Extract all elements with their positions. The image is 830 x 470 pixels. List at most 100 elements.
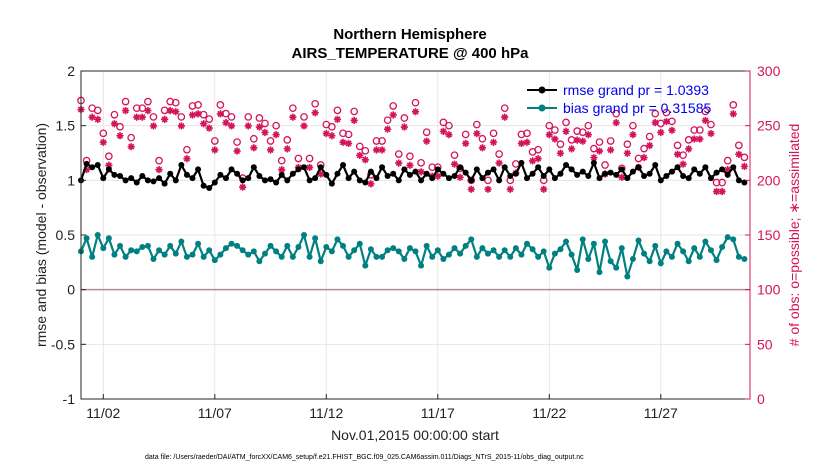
bias-point	[546, 264, 553, 271]
obs-possible-marker	[144, 97, 152, 106]
bias-point	[713, 257, 720, 264]
rmse-point	[379, 164, 386, 171]
bias-point	[284, 242, 291, 249]
rmse-point	[445, 175, 452, 182]
bias-point	[540, 248, 547, 255]
bias-point	[696, 253, 703, 260]
bias-point	[406, 245, 413, 252]
obs-assimilated-marker	[489, 138, 498, 146]
rmse-point	[719, 166, 726, 173]
obs-assimilated-marker	[161, 115, 169, 123]
obs-assimilated-marker	[411, 108, 420, 116]
obs-possible-marker	[472, 120, 481, 129]
rmse-point	[473, 166, 480, 173]
obs-possible-marker	[417, 158, 425, 167]
x-tick-label: 11/12	[309, 405, 343, 421]
bias-point	[641, 250, 648, 257]
rmse-point	[685, 175, 692, 182]
bias-point	[362, 262, 369, 269]
bias-point	[172, 250, 179, 257]
obs-possible-marker	[645, 132, 654, 141]
obs-assimilated-marker	[149, 122, 158, 130]
bias-point	[195, 240, 202, 247]
bias-point	[139, 244, 146, 251]
rmse-point	[156, 175, 163, 182]
obs-assimilated-marker	[495, 159, 503, 167]
rmse-point	[518, 159, 525, 166]
bias-point	[473, 253, 480, 260]
obs-assimilated-marker	[478, 144, 486, 152]
bias-point	[574, 266, 581, 273]
x-axis-label: Nov.01,2015 00:00:00 start	[331, 427, 499, 443]
bias-point	[568, 251, 575, 258]
rmse-point	[735, 177, 742, 184]
bias-point	[178, 238, 185, 245]
rmse-point	[105, 166, 112, 173]
obs-possible-marker	[389, 102, 398, 110]
y-tick-label: -1	[63, 391, 76, 407]
rmse-point	[189, 175, 196, 182]
obs-assimilated-marker	[618, 173, 626, 181]
obs-possible-marker	[127, 133, 136, 142]
rmse-point	[546, 166, 553, 173]
obs-possible-marker	[406, 152, 414, 161]
obs-assimilated-marker	[200, 120, 208, 128]
obs-possible-marker	[439, 118, 448, 127]
x-tick-label: 11/22	[532, 405, 566, 421]
rmse-point	[139, 172, 146, 179]
obs-possible-marker	[400, 114, 409, 122]
obs-assimilated-marker	[250, 144, 258, 152]
obs-assimilated-marker	[211, 146, 219, 154]
rmse-point	[641, 172, 648, 179]
bias-point	[111, 251, 118, 258]
rmse-point	[468, 177, 475, 184]
bias-point	[429, 253, 436, 260]
obs-possible-marker	[445, 121, 453, 130]
bias-point	[351, 247, 358, 254]
bias-point	[373, 253, 380, 260]
obs-assimilated-marker	[283, 145, 291, 153]
obs-assimilated-marker	[473, 129, 481, 138]
legend-bias-marker	[538, 104, 546, 112]
bias-point	[674, 240, 681, 247]
obs-possible-marker	[673, 141, 682, 150]
rmse-point	[334, 170, 341, 177]
rmse-point	[211, 179, 218, 186]
rmse-point	[618, 166, 625, 173]
obs-possible-marker	[244, 113, 253, 121]
bias-point	[596, 269, 603, 276]
obs-possible-marker	[467, 176, 476, 185]
bias-point	[161, 251, 168, 258]
rmse-point	[563, 162, 570, 169]
obs-assimilated-marker	[735, 150, 743, 158]
y-tick-label: 1.5	[56, 118, 76, 134]
bias-point	[289, 253, 296, 260]
bias-point	[122, 253, 129, 260]
obs-assimilated-marker	[138, 113, 146, 121]
bias-point	[512, 245, 519, 252]
obs-possible-marker	[478, 134, 487, 143]
obs-possible-marker	[300, 113, 308, 121]
bias-point	[663, 248, 670, 255]
obs-assimilated-marker	[110, 120, 119, 128]
obs-possible-marker	[640, 144, 648, 153]
bias-point	[261, 250, 268, 257]
rmse-point	[423, 170, 430, 177]
bias-point	[496, 253, 503, 260]
y2-axis-label: # of obs: o=possible; ∗=assimilated	[786, 124, 802, 347]
obs-assimilated-marker	[322, 129, 330, 138]
obs-possible-marker	[272, 121, 280, 130]
obs-possible-marker	[294, 154, 303, 163]
y-axis-left: -1 -0.5 0 0.5 1 1.5 2	[51, 63, 86, 407]
rmse-point	[278, 171, 285, 178]
rmse-point	[657, 177, 664, 184]
bias-point	[602, 238, 609, 245]
obs-assimilated-marker	[668, 126, 676, 134]
obs-possible-marker	[612, 109, 621, 118]
obs-assimilated-marker	[233, 147, 241, 155]
rmse-point	[713, 169, 720, 176]
obs-possible-marker	[210, 137, 219, 145]
rmse-point	[317, 164, 324, 171]
rmse-point	[440, 170, 447, 177]
